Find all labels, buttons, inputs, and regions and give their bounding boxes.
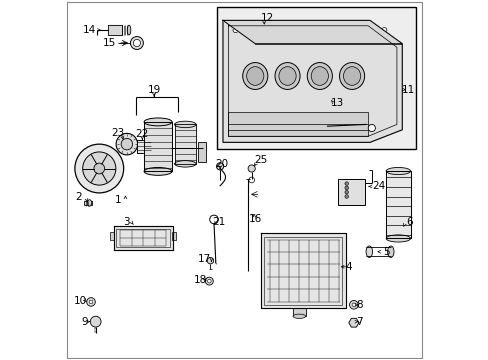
Bar	[172, 232, 176, 240]
Text: 16: 16	[248, 214, 262, 224]
Bar	[216, 7, 415, 149]
Circle shape	[90, 316, 101, 327]
Text: 17: 17	[197, 254, 210, 264]
Text: 1: 1	[115, 195, 122, 205]
Bar	[337, 179, 364, 205]
Ellipse shape	[246, 67, 264, 85]
Text: 12: 12	[261, 13, 274, 23]
Ellipse shape	[386, 235, 410, 242]
Circle shape	[207, 257, 213, 264]
Ellipse shape	[387, 246, 393, 257]
Ellipse shape	[242, 63, 267, 89]
Text: 4: 4	[345, 262, 352, 272]
Polygon shape	[113, 226, 172, 250]
Circle shape	[344, 182, 348, 185]
Text: 6: 6	[406, 217, 412, 227]
Text: 9: 9	[81, 317, 88, 327]
Ellipse shape	[174, 121, 196, 128]
Circle shape	[94, 163, 104, 174]
Circle shape	[367, 125, 375, 132]
Bar	[228, 112, 367, 136]
Ellipse shape	[144, 118, 172, 126]
Circle shape	[116, 134, 137, 155]
Circle shape	[349, 301, 357, 309]
Circle shape	[75, 144, 123, 193]
Circle shape	[86, 298, 95, 306]
Text: 11: 11	[401, 85, 414, 95]
Polygon shape	[107, 25, 122, 35]
Bar	[110, 232, 114, 240]
Bar	[198, 142, 205, 162]
Polygon shape	[348, 318, 358, 327]
Ellipse shape	[278, 67, 296, 85]
Circle shape	[356, 28, 361, 33]
Ellipse shape	[339, 63, 364, 89]
Ellipse shape	[306, 63, 332, 89]
Polygon shape	[386, 171, 410, 238]
Bar	[292, 309, 305, 316]
Bar	[116, 229, 169, 247]
Ellipse shape	[310, 67, 328, 85]
Text: 3: 3	[123, 217, 130, 227]
Ellipse shape	[274, 63, 300, 89]
Text: 21: 21	[212, 217, 225, 227]
Polygon shape	[223, 21, 402, 142]
Polygon shape	[260, 233, 346, 309]
Ellipse shape	[87, 200, 92, 206]
Circle shape	[207, 279, 211, 283]
Text: 15: 15	[102, 38, 115, 48]
Ellipse shape	[144, 167, 172, 175]
Text: 22: 22	[135, 129, 149, 139]
Text: 8: 8	[355, 300, 362, 310]
Text: 7: 7	[355, 317, 362, 327]
Bar	[137, 140, 150, 153]
Polygon shape	[174, 125, 196, 164]
Circle shape	[82, 152, 116, 185]
Circle shape	[247, 165, 255, 172]
Text: 13: 13	[330, 98, 343, 108]
Ellipse shape	[386, 167, 410, 175]
Circle shape	[133, 40, 140, 46]
Circle shape	[89, 300, 93, 304]
Circle shape	[248, 177, 254, 183]
Circle shape	[216, 163, 223, 170]
Ellipse shape	[174, 161, 196, 167]
Circle shape	[344, 195, 348, 198]
Ellipse shape	[127, 25, 131, 35]
Circle shape	[281, 28, 286, 33]
Circle shape	[306, 28, 311, 33]
Text: 18: 18	[194, 275, 207, 285]
Circle shape	[331, 28, 336, 33]
Text: 19: 19	[147, 85, 161, 95]
Circle shape	[351, 303, 355, 307]
Circle shape	[233, 28, 238, 33]
Ellipse shape	[292, 314, 305, 319]
Ellipse shape	[343, 67, 360, 85]
Text: 25: 25	[253, 155, 267, 165]
Ellipse shape	[366, 246, 372, 257]
Bar	[264, 237, 342, 305]
Text: 14: 14	[83, 25, 96, 35]
Circle shape	[121, 138, 132, 150]
Text: 2: 2	[75, 192, 82, 202]
Text: 20: 20	[215, 159, 228, 169]
Circle shape	[256, 28, 261, 33]
Circle shape	[205, 277, 213, 285]
Circle shape	[381, 28, 386, 33]
Text: 24: 24	[371, 181, 385, 192]
Circle shape	[344, 186, 348, 190]
Polygon shape	[223, 21, 402, 44]
Text: 23: 23	[111, 128, 124, 138]
Text: 5: 5	[382, 247, 388, 257]
Polygon shape	[144, 122, 172, 171]
Circle shape	[344, 190, 348, 194]
Text: 10: 10	[74, 296, 87, 306]
Circle shape	[130, 37, 143, 49]
Bar	[83, 201, 92, 205]
